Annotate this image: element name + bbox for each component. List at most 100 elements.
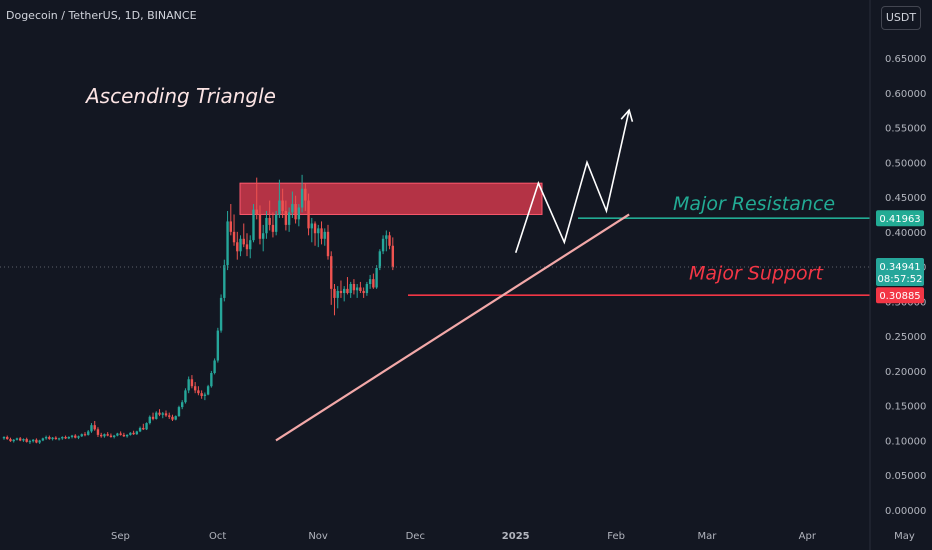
ascending-trend-line <box>275 213 630 442</box>
y-tick-label: 0.20000 <box>885 367 926 378</box>
candle-body <box>77 436 80 438</box>
candle-body <box>349 284 352 294</box>
candle-body <box>100 434 103 437</box>
candle-body <box>22 439 25 441</box>
x-tick-label: Nov <box>308 531 328 542</box>
projection-arrowhead <box>620 108 634 122</box>
y-tick-label: 0.15000 <box>885 402 926 413</box>
candle-body <box>317 228 320 234</box>
candle-body <box>15 438 19 440</box>
candle-body <box>226 221 229 266</box>
candle-body <box>206 386 210 395</box>
candle-body <box>313 223 317 234</box>
candle-body <box>375 268 378 288</box>
candle-body <box>265 217 268 234</box>
candle-body <box>6 436 9 440</box>
candle-body <box>268 217 271 225</box>
candle-body <box>255 209 258 215</box>
candle-body <box>388 235 391 246</box>
candle-body <box>300 188 304 208</box>
candle-body <box>41 438 45 441</box>
candle-body <box>203 394 207 396</box>
candle-body <box>320 228 323 239</box>
candle-body <box>197 390 200 394</box>
candle-body <box>291 204 294 213</box>
resistance-price-tag-bg <box>876 210 924 227</box>
candle-body <box>236 242 239 252</box>
candle-body <box>284 210 288 225</box>
drawings-layer <box>0 108 870 442</box>
candle-body <box>48 436 51 440</box>
y-tick-label: 0.40000 <box>885 228 926 239</box>
y-tick-label: 0.60000 <box>885 89 926 100</box>
candle-body <box>372 279 375 288</box>
x-tick-label: May <box>894 531 915 542</box>
x-tick-label: Apr <box>799 531 817 542</box>
candle-body <box>210 373 213 387</box>
candle-body <box>193 386 197 391</box>
candle-body <box>200 393 203 396</box>
resistance-price-tag-text: 0.41963 <box>879 214 920 225</box>
candle-body <box>229 221 232 232</box>
candle-body <box>294 204 297 220</box>
candle-body <box>171 416 174 420</box>
symbol-title[interactable]: Dogecoin / TetherUS, 1D, BINANCE <box>6 9 197 22</box>
y-tick-label: 0.50000 <box>885 158 926 169</box>
candle-body <box>122 434 126 437</box>
candle-body <box>44 436 48 439</box>
candle-body <box>323 231 326 239</box>
y-tick-label: 0.00000 <box>885 506 926 517</box>
resistance-annotation: Major Resistance <box>673 193 835 215</box>
candle-body <box>135 431 139 435</box>
candle-body <box>278 200 281 215</box>
candle-body <box>67 436 70 439</box>
candle-body <box>38 440 41 443</box>
candle-body <box>262 233 265 239</box>
candle-body <box>391 245 394 268</box>
candle-body <box>184 390 187 403</box>
candle-body <box>109 435 113 437</box>
candle-body <box>151 416 155 419</box>
currency-button[interactable]: USDT <box>881 6 921 30</box>
candle-body <box>116 433 119 436</box>
candle-body <box>216 330 220 361</box>
candle-body <box>307 200 310 229</box>
candle-body <box>28 441 32 443</box>
x-tick-label: Oct <box>209 531 226 542</box>
y-tick-label: 0.05000 <box>885 471 926 482</box>
current-price-tag-bg <box>876 258 924 287</box>
candle-body <box>304 188 307 201</box>
candle-body <box>274 214 278 232</box>
candle-body <box>25 439 28 442</box>
candle-body <box>158 412 161 415</box>
candle-body <box>355 287 359 291</box>
candle-body <box>164 413 168 416</box>
support-annotation: Major Support <box>689 263 824 285</box>
y-tick-label: 0.45000 <box>885 193 926 204</box>
x-tick-label: Dec <box>406 531 425 542</box>
candles-layer <box>2 174 394 444</box>
candle-body <box>213 360 216 374</box>
candle-body <box>54 437 58 440</box>
candle-body <box>2 436 6 439</box>
candle-body <box>359 287 362 291</box>
current-price-tag-text: 08:57:52 <box>878 274 923 285</box>
candle-body <box>80 434 83 437</box>
candle-body <box>219 297 223 331</box>
candle-body <box>51 437 54 440</box>
candle-body <box>155 412 158 419</box>
candle-body <box>252 209 255 241</box>
candle-body <box>287 212 291 225</box>
candle-body <box>125 434 129 437</box>
pattern-annotation: Ascending Triangle <box>84 84 276 108</box>
candle-body <box>381 238 385 252</box>
y-tick-label: 0.65000 <box>885 54 926 65</box>
candle-body <box>90 425 93 432</box>
resistance-zone-layer <box>239 182 543 215</box>
candle-body <box>168 415 171 417</box>
candle-body <box>232 231 236 243</box>
candle-body <box>346 288 349 294</box>
y-tick-label: 0.25000 <box>885 332 926 343</box>
projection-path <box>514 109 630 253</box>
